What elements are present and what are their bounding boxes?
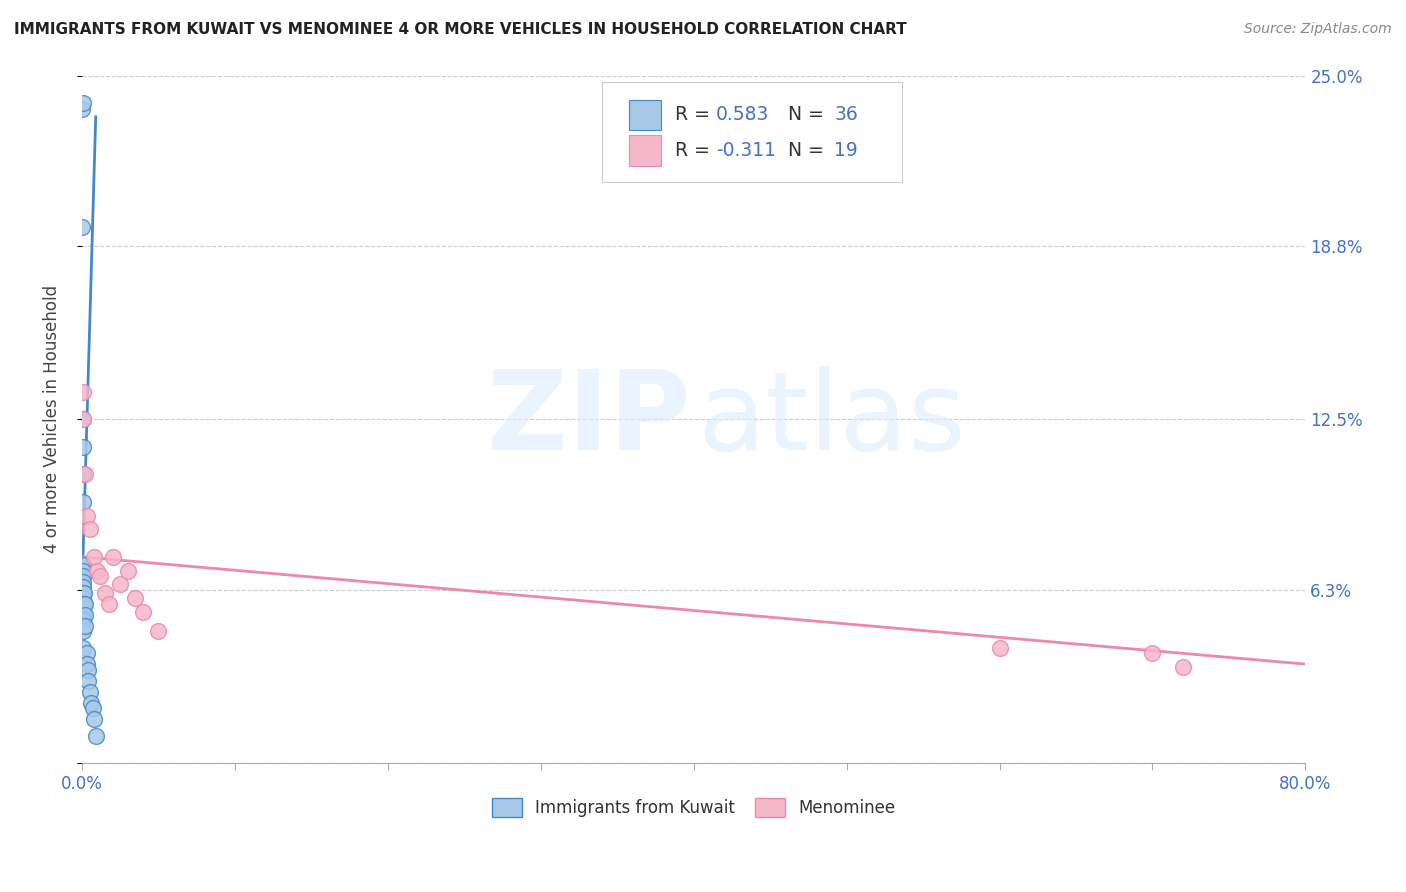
Point — [76, 657, 98, 672]
Point — [73, 618, 96, 632]
Point — [76, 508, 98, 523]
Text: atlas: atlas — [697, 366, 966, 473]
Point — [83, 549, 105, 564]
Point — [72, 613, 94, 627]
Point — [72, 564, 94, 578]
Point — [72, 580, 94, 594]
Point — [72, 95, 94, 110]
Point — [72, 591, 94, 606]
Point — [72, 624, 94, 639]
Point — [79, 522, 101, 536]
Point — [79, 684, 101, 698]
Point — [72, 558, 94, 573]
Text: N =: N = — [776, 141, 830, 160]
FancyBboxPatch shape — [628, 136, 661, 166]
Point — [73, 467, 96, 482]
Point — [72, 102, 94, 116]
Point — [73, 585, 96, 599]
Point — [72, 467, 94, 482]
Point — [84, 729, 107, 743]
Point — [83, 712, 105, 726]
Point — [132, 605, 155, 619]
Point — [72, 412, 94, 426]
Point — [72, 558, 94, 573]
Point — [72, 640, 94, 655]
Point — [72, 495, 94, 509]
Point — [86, 564, 108, 578]
FancyBboxPatch shape — [628, 100, 661, 130]
Point — [98, 597, 121, 611]
Text: 36: 36 — [834, 105, 858, 124]
Point — [108, 577, 131, 591]
Point — [89, 569, 111, 583]
Text: -0.311: -0.311 — [716, 141, 776, 160]
Point — [77, 663, 100, 677]
Point — [76, 646, 98, 660]
Point — [94, 585, 117, 599]
Point — [101, 549, 124, 564]
Point — [72, 569, 94, 583]
Point — [72, 569, 94, 583]
Point — [72, 384, 94, 399]
Point — [73, 597, 96, 611]
Point — [82, 701, 104, 715]
Text: ZIP: ZIP — [486, 366, 690, 473]
Point — [72, 585, 94, 599]
Point — [1171, 660, 1194, 674]
Point — [72, 597, 94, 611]
Point — [72, 558, 94, 573]
Point — [117, 564, 139, 578]
Point — [72, 412, 94, 426]
Text: R =: R = — [675, 141, 716, 160]
Point — [148, 624, 170, 639]
Text: 19: 19 — [834, 141, 858, 160]
Point — [72, 219, 94, 234]
Point — [72, 574, 94, 589]
Point — [73, 607, 96, 622]
FancyBboxPatch shape — [602, 82, 901, 182]
Text: R =: R = — [675, 105, 716, 124]
Point — [77, 673, 100, 688]
Legend: Immigrants from Kuwait, Menominee: Immigrants from Kuwait, Menominee — [485, 791, 903, 823]
Text: N =: N = — [776, 105, 830, 124]
Text: Source: ZipAtlas.com: Source: ZipAtlas.com — [1244, 22, 1392, 37]
Text: IMMIGRANTS FROM KUWAIT VS MENOMINEE 4 OR MORE VEHICLES IN HOUSEHOLD CORRELATION : IMMIGRANTS FROM KUWAIT VS MENOMINEE 4 OR… — [14, 22, 907, 37]
Point — [988, 640, 1011, 655]
Point — [73, 597, 96, 611]
Text: 0.583: 0.583 — [716, 105, 769, 124]
Point — [124, 591, 146, 606]
Y-axis label: 4 or more Vehicles in Household: 4 or more Vehicles in Household — [44, 285, 60, 553]
Point — [72, 440, 94, 454]
Point — [1142, 646, 1164, 660]
Point — [80, 696, 103, 710]
Point — [72, 605, 94, 619]
